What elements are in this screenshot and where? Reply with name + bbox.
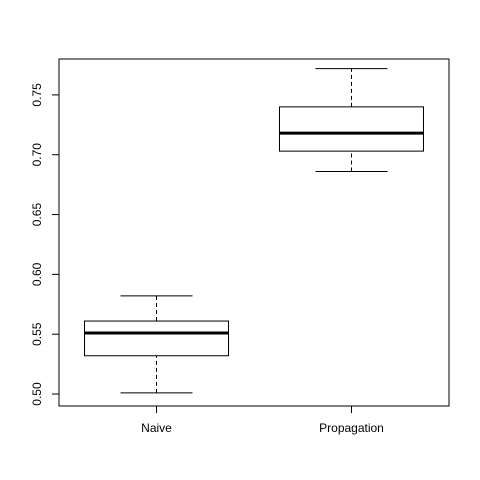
y-axis: 0.50 0.55 0.60 0.65 0.70 0.75 xyxy=(30,83,60,406)
iqr-box xyxy=(84,320,229,357)
y-tick-label: 0.75 xyxy=(30,83,44,107)
x-tick-label: Naive xyxy=(141,421,172,435)
x-tick-label: Propagation xyxy=(319,421,384,435)
box-propagation xyxy=(279,68,424,172)
y-tick-label: 0.65 xyxy=(30,203,44,227)
boxes-group xyxy=(84,68,424,394)
y-tick-label: 0.60 xyxy=(30,262,44,286)
x-axis: Naive Propagation xyxy=(141,405,384,435)
y-tick-label: 0.50 xyxy=(30,382,44,406)
box-naive xyxy=(84,295,229,394)
iqr-box xyxy=(279,106,424,152)
y-tick-label: 0.55 xyxy=(30,322,44,346)
y-tick-label: 0.70 xyxy=(30,143,44,167)
